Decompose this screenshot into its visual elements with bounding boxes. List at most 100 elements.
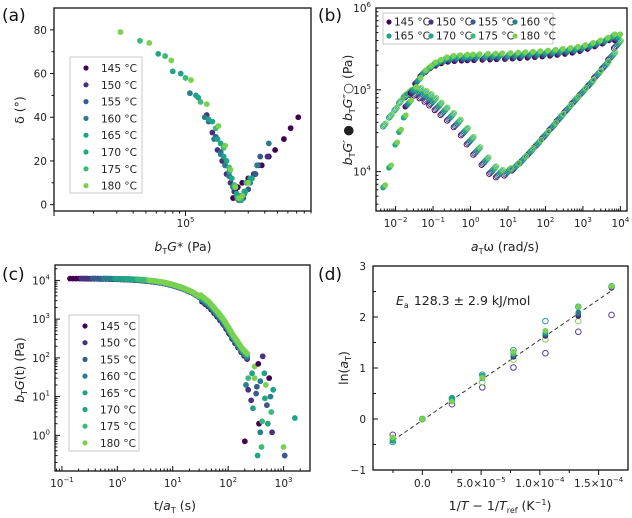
panel-b-axes: 10−2 10−1 100 101 102 103 104 104 105 106 (353, 1, 630, 230)
open-shift-point (542, 317, 549, 325)
loss-modulus-point (573, 95, 580, 102)
data-point-a (257, 153, 264, 160)
loss-modulus-point (559, 111, 566, 118)
storage-modulus-point (537, 48, 544, 54)
loss-modulus-point (393, 104, 401, 111)
data-point-a (219, 158, 226, 164)
loss-modulus-point (566, 103, 573, 111)
legend-label: 165 °C (394, 31, 430, 43)
relaxation-tail-point (261, 370, 268, 377)
loss-modulus-point (582, 86, 589, 93)
loss-modulus-point (545, 128, 552, 135)
panel-d-xlabel: 1/T − 1/Tref (K−1) (449, 498, 552, 515)
storage-modulus-point (499, 50, 506, 56)
loss-modulus-point (522, 154, 529, 161)
storage-modulus-point (605, 34, 611, 41)
x-tick-label: 1.0×10−4 (515, 476, 565, 490)
loss-modulus-point (537, 137, 544, 145)
x-tick-label: 10−2 (384, 216, 408, 230)
panel-c-ylabel: bTG(t) (Pa) (12, 337, 29, 403)
storage-modulus-point (457, 52, 463, 58)
loss-modulus-point (432, 95, 439, 102)
y-tick-label: 101 (32, 390, 50, 404)
panel-d-axes: −1 0 1 2 3 0.0 5.0×10−5 1.0×10−4 1.5×10−4 (351, 261, 624, 490)
loss-modulus-point (421, 89, 428, 96)
data-point-a (195, 94, 202, 101)
storage-modulus-point (464, 51, 471, 58)
storage-modulus-point (617, 31, 624, 37)
filled-shift-point (389, 434, 396, 441)
open-shift-point (574, 317, 582, 325)
open-shift-point (510, 364, 517, 371)
data-point-a (177, 70, 184, 77)
relaxation-tail-point (258, 444, 265, 450)
loss-modulus-point (568, 101, 575, 109)
panel-b-legend: 145 °C 150 °C 155 °C 160 °C 165 °C 170 °C 175 … (386, 17, 556, 43)
loss-modulus-point (553, 119, 560, 126)
filled-shift-point (510, 348, 517, 355)
loss-modulus-point (492, 164, 499, 171)
panel-a-axes: 0 20 40 60 80 105 (34, 25, 312, 230)
legend-marker (470, 33, 476, 39)
legend-label: 145 °C (100, 321, 136, 333)
data-point-a (239, 179, 246, 186)
data-point-a (169, 68, 176, 75)
loss-modulus-point (499, 166, 506, 173)
loss-modulus-point (382, 120, 389, 127)
legend-marker (82, 406, 88, 413)
storage-modulus-point (507, 50, 514, 56)
loss-modulus-point (388, 111, 395, 118)
filled-shift-point (575, 304, 582, 310)
loss-modulus-point (463, 126, 470, 133)
loss-modulus-point (582, 85, 590, 92)
loss-modulus-point (491, 165, 498, 172)
legend-marker (83, 166, 89, 172)
loss-modulus-point (588, 78, 596, 85)
loss-modulus-point (398, 96, 405, 104)
data-point-a (188, 77, 194, 83)
storage-modulus-point (423, 67, 429, 73)
legend-label: 170 °C (101, 147, 137, 159)
panel-a-frame (53, 7, 312, 212)
loss-modulus-point (442, 106, 449, 113)
data-point-a (295, 114, 302, 121)
legend-label: 175 °C (101, 164, 137, 176)
relaxation-tail-point (269, 429, 275, 436)
data-point-a (215, 123, 222, 129)
loss-modulus-point (436, 101, 443, 108)
y-tick-label: 100 (32, 428, 50, 442)
panel-a-ylabel: δ (°) (12, 96, 27, 124)
filled-shift-point (419, 416, 426, 422)
y-tick-label: 104 (32, 273, 50, 287)
data-point-a (227, 166, 234, 173)
loss-modulus-point (422, 88, 429, 95)
y-tick-label: 80 (34, 25, 47, 37)
legend-marker (512, 19, 518, 25)
loss-modulus-point (596, 69, 603, 76)
loss-modulus-point (513, 162, 521, 169)
legend-label: 180 °C (520, 31, 556, 43)
loss-modulus-point (437, 100, 444, 107)
storage-modulus-point (403, 112, 409, 118)
loss-modulus-point (483, 156, 490, 163)
panel-b-legend-box (382, 12, 554, 45)
data-point-a (187, 90, 193, 97)
relaxation-tail-point (263, 382, 269, 388)
data-point-a (197, 99, 204, 105)
legend-label: 155 °C (478, 17, 514, 29)
data-point-a (146, 40, 153, 46)
loss-modulus-point (468, 135, 475, 142)
loss-modulus-point (401, 93, 408, 100)
storage-modulus-point (611, 31, 618, 37)
loss-modulus-point (498, 167, 506, 174)
loss-modulus-point (605, 58, 612, 65)
legend-marker (82, 356, 88, 362)
legend-marker (82, 423, 88, 429)
loss-modulus-point (469, 134, 476, 141)
y-tick-label: 60 (34, 69, 47, 81)
loss-modulus-point (616, 38, 624, 45)
y-tick-label: 0 (359, 414, 366, 426)
loss-modulus-point (612, 49, 619, 56)
panel-b-xlabel: aTω (rad/s) (471, 239, 539, 256)
